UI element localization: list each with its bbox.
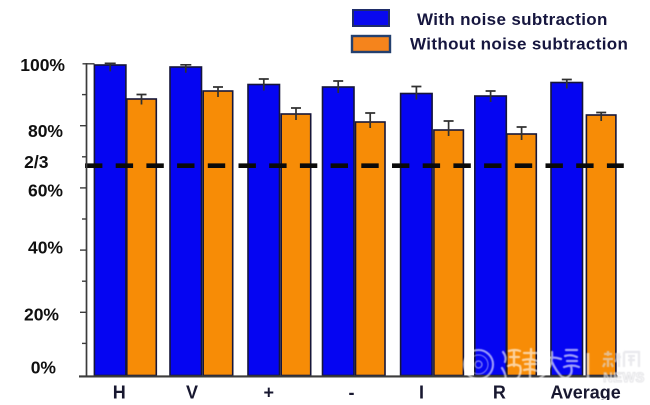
svg-text:+: +	[264, 383, 275, 400]
svg-text:20%: 20%	[24, 305, 59, 325]
svg-text:100%: 100%	[20, 55, 65, 75]
svg-text:NEWS: NEWS	[603, 370, 645, 385]
svg-text:I: I	[419, 383, 424, 400]
svg-text:60%: 60%	[28, 181, 63, 201]
svg-text:R: R	[493, 383, 506, 400]
svg-text:-: -	[349, 383, 355, 400]
svg-text:H: H	[113, 383, 126, 400]
svg-text:0%: 0%	[31, 358, 57, 378]
svg-text:V: V	[186, 383, 198, 400]
svg-text:80%: 80%	[28, 121, 63, 141]
svg-text:2/3: 2/3	[24, 152, 49, 172]
svg-text:Without noise subtraction: Without noise subtraction	[410, 35, 628, 54]
svg-text:With noise subtraction: With noise subtraction	[417, 10, 608, 29]
svg-text:Average: Average	[550, 383, 620, 400]
svg-text:Tsinghua University: Tsinghua University	[526, 380, 569, 386]
svg-text:40%: 40%	[28, 238, 63, 258]
